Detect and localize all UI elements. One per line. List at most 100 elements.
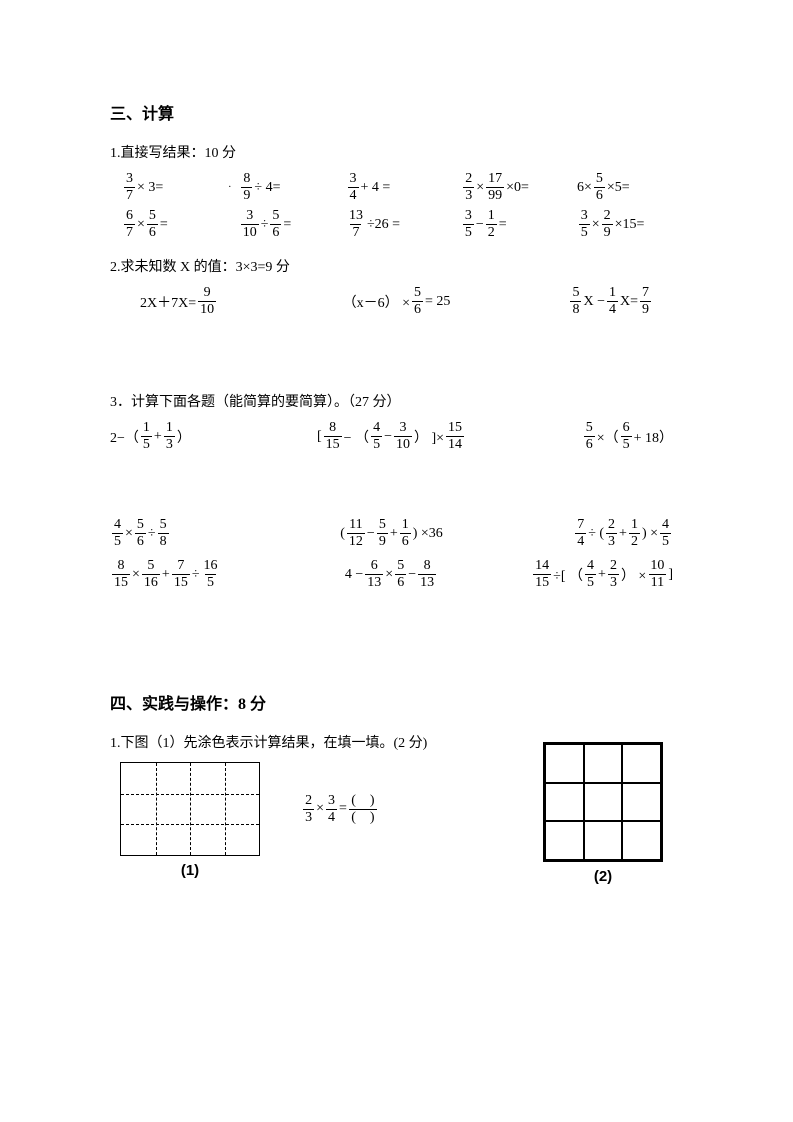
n: 3 [463, 209, 474, 224]
tail: = [499, 217, 507, 233]
d: 4 [326, 809, 337, 825]
op: ÷ [192, 567, 200, 583]
op: + 4 = [361, 180, 391, 196]
d: 5 [585, 574, 596, 590]
d: 10 [394, 436, 412, 452]
d: 15 [533, 574, 551, 590]
d: 15 [112, 574, 130, 590]
q3-label: 3．计算下面各题（能简算的要简算）。（27 分） [110, 391, 683, 411]
n: 2 [303, 794, 314, 809]
n: 8 [422, 559, 433, 574]
mid: − （ [344, 427, 369, 447]
n: 5 [594, 172, 605, 187]
d: 6 [584, 436, 595, 452]
d: 12 [347, 533, 365, 549]
section3-title: 三、计算 [110, 100, 683, 124]
d: 5 [621, 436, 632, 452]
n: 2 [606, 518, 617, 533]
lhs: 2X＋7X= [140, 292, 196, 312]
n: 5 [145, 559, 156, 574]
d: 5 [112, 533, 123, 549]
post: ） [177, 427, 191, 447]
d: 4 [348, 187, 359, 203]
op: ×0= [506, 180, 529, 196]
op: − [476, 217, 484, 233]
d: 4 [575, 533, 586, 549]
d: 5 [371, 436, 382, 452]
op: × [132, 567, 140, 583]
d: 14 [446, 436, 464, 452]
mid: + [154, 429, 162, 445]
n: 1 [607, 286, 618, 301]
blank-n: ( ) [349, 794, 377, 809]
d: 99 [486, 187, 504, 203]
d: 7 [350, 224, 361, 240]
n: 17 [486, 172, 504, 187]
pre: [ [317, 429, 322, 445]
d: 6 [400, 533, 411, 549]
post: ） ]× [414, 427, 444, 447]
n: 6 [369, 559, 380, 574]
d: 8 [158, 533, 169, 549]
n: 1 [141, 421, 152, 436]
op: × [385, 567, 393, 583]
d: 2 [629, 533, 640, 549]
d: 7 [124, 187, 135, 203]
post: + 18） [634, 427, 673, 447]
d: 6 [270, 224, 281, 240]
d: 10 [198, 301, 216, 317]
rhs: = 25 [425, 294, 450, 310]
figure-1-label: (1) [181, 862, 199, 879]
op: ÷ [148, 526, 156, 542]
op: ÷26 = [367, 217, 400, 233]
lhs: （x－6） × [343, 292, 410, 312]
d: 8 [570, 301, 581, 317]
d: 9 [377, 533, 388, 549]
op: − [367, 526, 375, 542]
mid: − [384, 429, 392, 445]
tail: ×15= [615, 217, 645, 233]
q3-row3: 815 × 516 + 715 ÷ 165 4 − 613 × 56 − 813… [110, 559, 683, 590]
d: 10 [241, 224, 259, 240]
op: ×5= [607, 180, 630, 196]
n: 2 [608, 559, 619, 574]
n: 4 [585, 559, 596, 574]
n: 5 [412, 286, 423, 301]
n: 11 [347, 518, 364, 533]
q1-label: 1.直接写结果：10 分 [110, 142, 683, 162]
pre: 4 − [345, 567, 363, 583]
eq: = [339, 801, 347, 817]
n: 7 [575, 518, 586, 533]
pre: ( [340, 526, 345, 542]
op: + [162, 567, 170, 583]
q3-row2: 45 × 56 ÷ 58 ( 1112 − 59 + 16 ) ×36 74 ÷… [110, 518, 683, 549]
n: 16 [202, 559, 220, 574]
dot: · [228, 182, 239, 193]
post: ] [668, 567, 673, 583]
op: + [598, 567, 606, 583]
tail: = [160, 217, 168, 233]
d: 6 [147, 224, 158, 240]
d: 5 [579, 224, 590, 240]
n: 4 [660, 518, 671, 533]
d: 6 [412, 301, 423, 317]
d: 4 [607, 301, 618, 317]
post: ) ×36 [413, 526, 443, 542]
d: 2 [486, 224, 497, 240]
op: − [408, 567, 416, 583]
figures-row: (1) 23 × 34 = ( )( ) (2) [110, 762, 683, 885]
pre: 2−（ [110, 427, 139, 447]
q2-label: 2.求未知数 X 的值：3×3=9 分 [110, 256, 683, 276]
d: 3 [608, 574, 619, 590]
n: 5 [147, 209, 158, 224]
mid: ×（ [597, 427, 619, 447]
d: 9 [640, 301, 651, 317]
op: + [390, 526, 398, 542]
d: 6 [395, 574, 406, 590]
spacer [228, 219, 239, 230]
n: 6 [621, 421, 632, 436]
n: 1 [164, 421, 175, 436]
mid: X − [583, 294, 605, 310]
d: 9 [602, 224, 613, 240]
n: 8 [327, 421, 338, 436]
